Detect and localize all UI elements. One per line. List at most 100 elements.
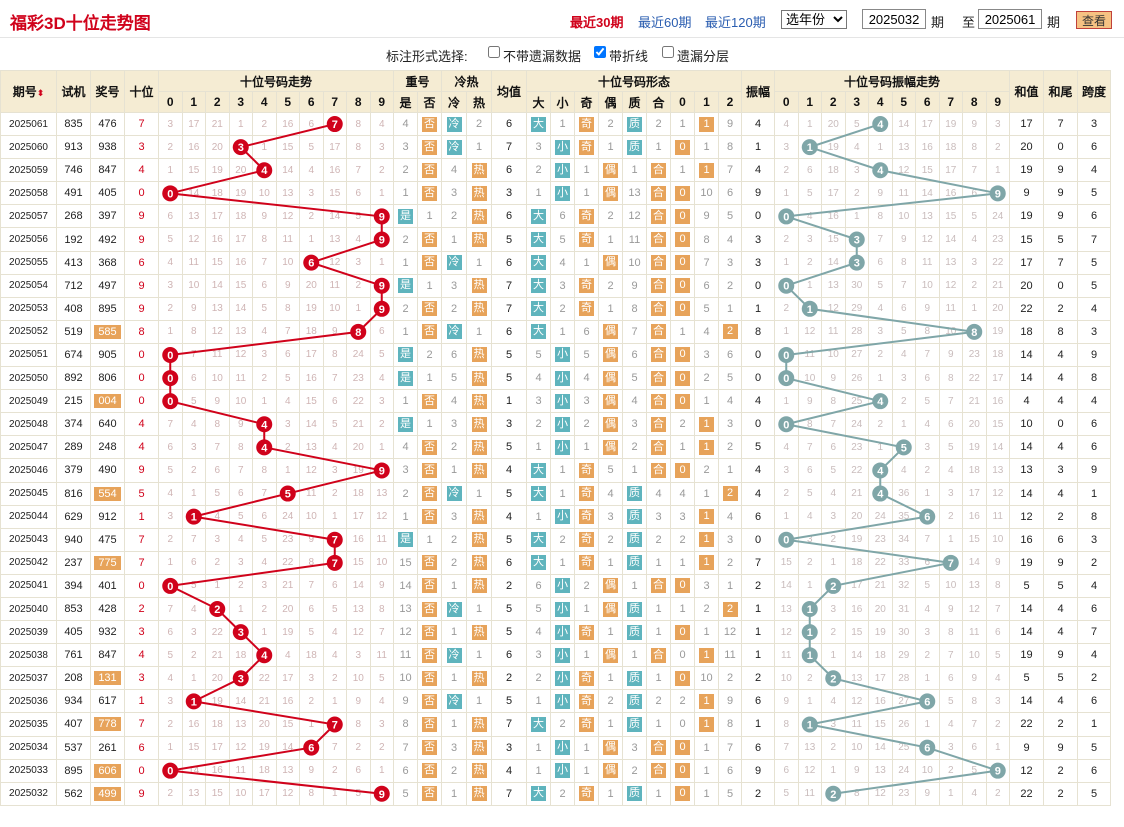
amp-trend-cell-5: 11: [891, 181, 916, 206]
trend-cell-2: 3: [205, 527, 230, 552]
col-span: 跨度: [1077, 70, 1111, 113]
miss-layer-label[interactable]: 遗漏分层: [677, 49, 730, 64]
form-cell-0: 大: [526, 458, 551, 483]
form-cell-6: 1: [670, 550, 695, 575]
trial-cell: 408: [56, 296, 91, 321]
prize-cell: 499: [90, 781, 125, 806]
avg-cell: 5: [491, 435, 527, 460]
repeat-cell-0: 2: [393, 296, 418, 321]
avg-cell: 3: [491, 412, 527, 437]
form-cell-1: 小: [550, 389, 575, 414]
form-cell-8: 3: [718, 250, 742, 275]
form-cell-2: 奇: [574, 550, 599, 575]
trend-cell-2: 20: [205, 666, 230, 691]
no-miss-checkbox[interactable]: [488, 46, 500, 58]
form-cell-8: 1: [718, 573, 742, 598]
amp-trend-cell-4: 5: [868, 273, 893, 298]
trend-cell-4: 7: [252, 250, 277, 275]
amp-trend-cell-9: 3: [985, 111, 1010, 137]
prize-cell: 775: [90, 550, 125, 575]
form-cell-2: 1: [574, 758, 599, 783]
trend-cell-0: 1: [158, 158, 183, 183]
avg-cell: 1: [491, 389, 527, 414]
trend-cell-9: [369, 273, 394, 298]
tens-cell: 4: [124, 412, 159, 437]
col-sum: 和值: [1009, 70, 1044, 113]
period-cell: 2025042: [0, 550, 57, 575]
amp-trend-cell-0: [774, 273, 799, 298]
tail-cell: 6: [1043, 527, 1078, 552]
form-cell-2: 1: [574, 181, 599, 206]
trend-cell-8: 4: [346, 227, 371, 252]
span-cell: 5: [1077, 250, 1111, 275]
prize-cell: 131: [90, 666, 125, 691]
trend-cell-0: 1: [158, 735, 183, 760]
trend-digit-header-0: 0: [158, 91, 183, 113]
amp-trend-cell-1: 13: [797, 735, 822, 760]
year-select[interactable]: 选年份: [781, 10, 847, 29]
form-cell-3: 偶: [598, 758, 623, 783]
form-cell-6: 0: [670, 389, 695, 414]
coldhot-cell-1: 热: [466, 666, 492, 691]
coldhot-cell-0: 1: [441, 227, 467, 252]
trend-cell-7: 2: [322, 666, 347, 691]
form-cell-0: 3: [526, 643, 551, 668]
avg-cell: 4: [491, 504, 527, 529]
sum-cell: 19: [1009, 204, 1044, 229]
form-cell-5: 合: [646, 389, 671, 414]
table-row: 2025053 408 895 9 2 9 13 14 5 8 19 10 1 2 否 2 热 7 大 2 奇 1 8 合 0 5…: [0, 296, 1111, 321]
form-cell-4: 质: [622, 550, 647, 575]
form-cell-5: 4: [646, 481, 671, 506]
trend-cell-0: 3: [158, 273, 183, 298]
form-sub-header-3: 偶: [598, 91, 623, 113]
recent-120-link[interactable]: 最近120期: [705, 15, 766, 30]
trend-cell-7: 5: [322, 412, 347, 437]
sum-cell: 5: [1009, 666, 1044, 691]
col-coldhot: 冷热: [441, 70, 492, 92]
amp-trend-cell-3: 3: [844, 158, 869, 183]
form-cell-3: 5: [598, 458, 623, 483]
trend-cell-9: [369, 781, 394, 806]
trend-cell-6: 5: [299, 135, 324, 160]
coldhot-cell-0: 1: [441, 712, 467, 737]
period-cell: 2025045: [0, 481, 57, 506]
tail-cell: 4: [1043, 596, 1078, 622]
from-period-input[interactable]: [862, 9, 926, 29]
recent-30-link[interactable]: 最近30期: [570, 15, 624, 30]
polyline-checkbox[interactable]: [594, 46, 606, 58]
form-cell-5: 合: [646, 273, 671, 298]
amp-trend-cell-1: 12: [797, 319, 822, 344]
trend-cell-2: 2: [205, 550, 230, 575]
recent-60-link[interactable]: 最近60期: [638, 15, 692, 30]
trend-cell-1: 14: [181, 758, 206, 783]
amp-trend-cell-7: 9: [938, 342, 963, 368]
tail-cell: 3: [1043, 458, 1078, 483]
form-cell-4: 2: [622, 435, 647, 460]
form-sub-header-1: 小: [550, 91, 575, 113]
no-miss-label[interactable]: 不带遗漏数据: [503, 49, 582, 64]
polyline-label[interactable]: 带折线: [609, 49, 649, 64]
trend-cell-0: 2: [158, 527, 183, 552]
amp-trend-cell-3: 30: [844, 273, 869, 298]
amp-cell: 0: [741, 273, 775, 298]
amp-trend-cell-9: 24: [985, 204, 1010, 229]
repeat-cell-1: 否: [417, 389, 442, 414]
trend-cell-5: 11: [275, 227, 300, 252]
period-cell: 2025043: [0, 527, 57, 552]
to-period-input[interactable]: [978, 9, 1042, 29]
repeat-cell-0: 1: [393, 389, 418, 414]
col-period[interactable]: 期号⬍: [0, 70, 57, 113]
form-cell-0: 大: [526, 481, 551, 506]
amp-trend-cell-9: 16: [985, 389, 1010, 414]
prize-cell: 585: [90, 319, 125, 344]
trial-cell: 192: [56, 227, 91, 252]
amp-trend-cell-7: 8: [938, 620, 963, 645]
form-cell-6: 0: [670, 458, 695, 483]
amp-trend-cell-0: 13: [774, 596, 799, 622]
amp-trend-cell-8: 7: [962, 158, 987, 183]
amp-trend-cell-8: 9: [962, 666, 987, 691]
miss-layer-checkbox[interactable]: [662, 46, 674, 58]
query-button[interactable]: 查看: [1076, 11, 1112, 29]
amp-trend-cell-5: 3: [891, 366, 916, 391]
amp-trend-cell-7: 7: [938, 389, 963, 414]
